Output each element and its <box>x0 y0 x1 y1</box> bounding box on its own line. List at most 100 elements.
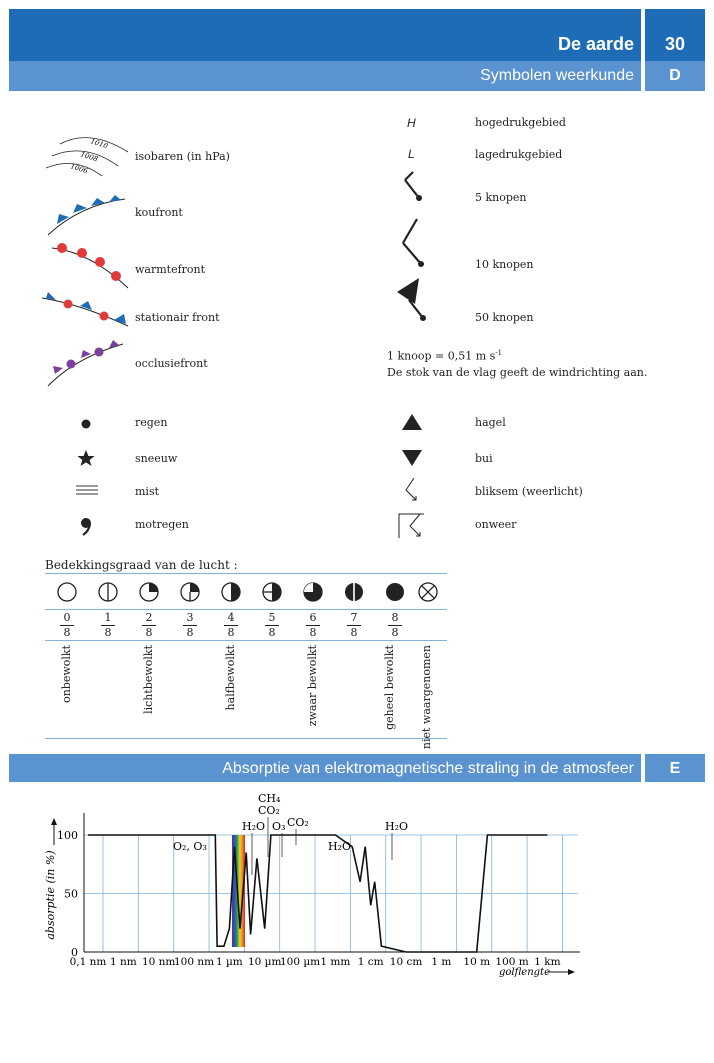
cover-7-8-icon <box>345 583 363 601</box>
gas-label: H₂O <box>242 820 265 833</box>
header-page-box <box>645 9 705 61</box>
symbol-label: hogedrukgebied <box>475 116 566 129</box>
x-tick-label: 1 mm <box>320 956 350 968</box>
gas-label: CO₂ <box>258 804 280 817</box>
cover-label: zwaar bewolkt <box>306 645 319 727</box>
drizzle-icon <box>81 518 92 536</box>
x-tick-label: 1 km <box>534 956 560 968</box>
cover-label: niet waargenomen <box>420 645 433 750</box>
isobar-label: 1008 <box>79 150 99 163</box>
cover-label: onbewolkt <box>60 645 73 703</box>
y-tick-label: 100 <box>57 829 78 842</box>
cold-front-icon <box>47 195 126 236</box>
symbol-label: stationair front <box>135 311 220 324</box>
x-tick-label: 1 m <box>431 956 451 968</box>
gas-label: H₂O <box>385 820 408 833</box>
y-tick-label: 50 <box>64 888 78 901</box>
knot-note-2: De stok van de vlag geeft de windrichtin… <box>387 366 648 379</box>
divider <box>45 573 447 574</box>
cloud-cover-title: Bedekkingsgraad van de lucht : <box>45 558 238 572</box>
subheader-letter-box <box>645 61 705 91</box>
cover-label: lichtbewolkt <box>142 645 155 714</box>
symbol-label: 10 knopen <box>475 258 534 271</box>
gas-label: O₂, O₃ <box>173 840 207 853</box>
x-tick-label: 1 µm <box>216 956 243 968</box>
gas-label: H₂O <box>328 840 351 853</box>
cover-4-8-icon <box>221 582 241 602</box>
cover-8-8-icon <box>386 583 404 601</box>
gas-label: O₃ <box>272 820 285 833</box>
stationary-front-icon <box>41 292 129 327</box>
section-e-letter: E <box>669 760 681 777</box>
occlusion-front-icon <box>47 340 124 387</box>
cover-unobserved-icon <box>418 582 438 602</box>
cover-1-8-icon <box>98 582 118 602</box>
symbol-label: 50 knopen <box>475 311 534 324</box>
x-tick-label: 100 µm <box>280 956 320 968</box>
cloud-cover-symbols <box>57 582 438 602</box>
symbol-label: onweer <box>475 518 517 531</box>
isobar-label: 1010 <box>89 137 109 150</box>
gas-label: CO₂ <box>287 816 309 829</box>
symbol-label: sneeuw <box>135 452 178 465</box>
cover-label: geheel bewolkt <box>383 645 396 730</box>
rain-icon <box>81 419 91 429</box>
cover-5-8-icon <box>262 582 282 602</box>
snow-icon <box>77 450 95 466</box>
symbol-label: motregen <box>135 518 189 531</box>
hail-icon <box>402 414 422 430</box>
y-tick-label: 0 <box>71 946 78 959</box>
subheader-bar <box>9 61 641 91</box>
symbol-label: lagedrukgebied <box>475 148 563 161</box>
knot-note: 1 knoop = 0,51 m s-1 <box>387 349 503 363</box>
x-tick-label: 10 µm <box>248 956 282 968</box>
cover-0-8-icon <box>57 582 77 602</box>
high-pressure-symbol: H <box>407 116 416 130</box>
page-title: De aarde <box>557 34 634 54</box>
warm-front-icon <box>51 243 129 289</box>
fog-icon <box>76 485 98 495</box>
section-e-letter-box <box>645 754 705 782</box>
x-tick-label: 100 nm <box>174 956 214 968</box>
symbol-label: 5 knopen <box>475 191 527 204</box>
section-letter: D <box>669 67 681 84</box>
page-number: 30 <box>664 34 686 54</box>
y-axis-label: absorptie (in %) <box>44 850 57 939</box>
cover-label: halfbewolkt <box>224 645 237 711</box>
x-tick-label: 0,1 nm <box>70 956 107 968</box>
x-tick-label: 1 nm <box>110 956 137 968</box>
x-tick-label: 100 m <box>495 956 528 968</box>
symbol-label: koufront <box>135 206 183 219</box>
wind-5-knots-icon <box>404 171 422 201</box>
x-tick-label: 10 nm <box>142 956 175 968</box>
cover-2-8-icon <box>139 582 159 602</box>
isobar-label: 1006 <box>69 162 89 175</box>
symbol-label: regen <box>135 416 168 429</box>
section-e-bar <box>9 754 641 782</box>
wind-50-knots-icon <box>397 278 426 321</box>
symbol-label: warmtefront <box>135 263 206 276</box>
gas-label: CH₄ <box>258 792 281 805</box>
divider <box>45 738 447 739</box>
divider <box>45 609 447 610</box>
lightning-icon <box>405 477 417 501</box>
section-subtitle: Symbolen weerkunde <box>480 67 634 84</box>
section-e-title: Absorptie van elektromagnetische stralin… <box>222 760 634 777</box>
symbol-label: mist <box>135 485 160 498</box>
x-tick-label: 1 cm <box>358 956 384 968</box>
header-bar <box>9 9 641 61</box>
isobars-icon: 1010 1008 1006 <box>45 137 129 177</box>
cover-6-8-icon <box>303 582 323 602</box>
symbol-label: hagel <box>475 416 506 429</box>
x-tick-label: 10 m <box>463 956 490 968</box>
symbol-label: bui <box>475 452 493 465</box>
thunderstorm-icon <box>398 513 424 538</box>
